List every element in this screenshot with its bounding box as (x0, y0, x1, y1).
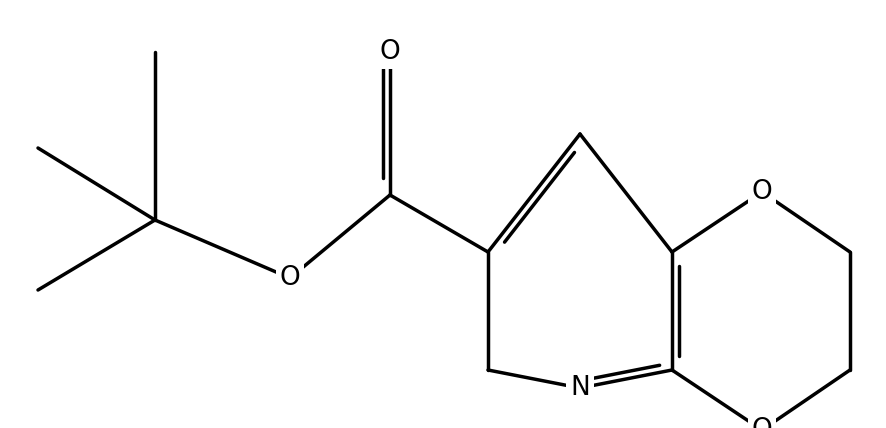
Text: O: O (280, 265, 300, 291)
Text: N: N (570, 375, 590, 401)
Text: O: O (379, 39, 400, 65)
Text: O: O (751, 417, 773, 428)
Text: O: O (751, 179, 773, 205)
